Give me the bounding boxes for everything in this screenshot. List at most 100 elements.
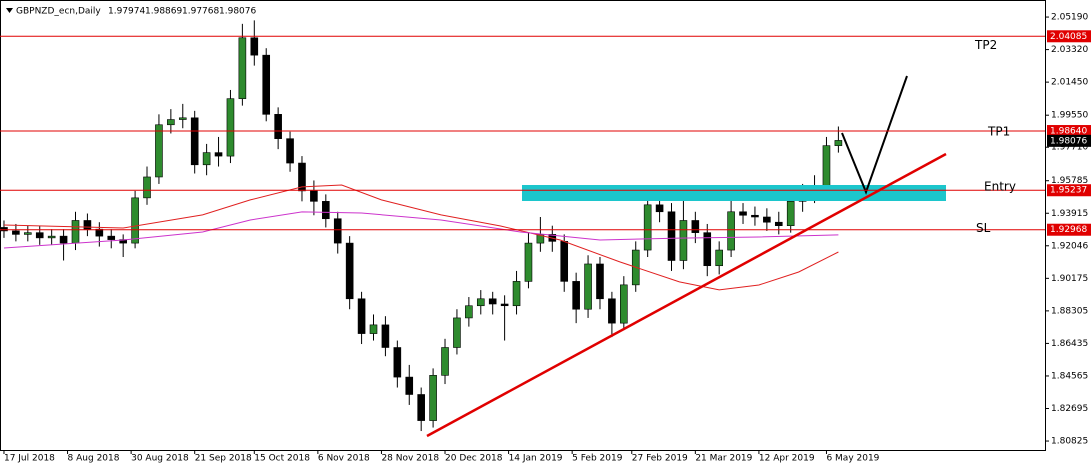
trend-line <box>426 152 947 438</box>
y-tick-label: 1.95785 <box>1051 176 1088 186</box>
candle-body <box>322 201 330 220</box>
level-annotation: TP2 <box>974 38 997 52</box>
candle-body <box>381 324 390 348</box>
candle-body <box>715 249 723 267</box>
candle-body <box>226 98 235 157</box>
candle-body <box>465 305 473 319</box>
candle-body <box>286 138 294 164</box>
candle-body <box>238 37 247 99</box>
candle-body <box>643 204 652 251</box>
current-price-box <box>1047 134 1091 147</box>
projection-arrow <box>841 75 908 195</box>
candle-body <box>679 220 688 261</box>
candle-body <box>202 152 211 166</box>
candle-body <box>59 235 68 244</box>
candle-body <box>822 145 831 186</box>
candle-body <box>453 317 461 348</box>
candle-body <box>774 221 783 226</box>
candle-body <box>214 152 223 157</box>
x-tick-label: 28 Nov 2018 <box>381 454 439 464</box>
quote-low: 1.97768 <box>182 7 219 17</box>
candle-body <box>608 298 616 324</box>
candle-body <box>310 190 318 202</box>
candle-body <box>763 216 771 223</box>
moving-average <box>3 184 839 291</box>
plot-frame <box>0 0 1046 451</box>
level-price-box <box>1047 223 1091 236</box>
candle-body <box>83 220 92 230</box>
y-tick-label: 1.92046 <box>1051 241 1088 251</box>
candle-body <box>751 214 759 218</box>
y-tick-label: 2.05190 <box>1051 13 1088 23</box>
level-price-box <box>1047 184 1091 197</box>
candle-body <box>441 347 449 376</box>
y-tick-label: 2.01450 <box>1051 78 1088 88</box>
candle-body <box>107 235 116 240</box>
candle-body <box>691 220 700 233</box>
symbol-title: GBPNZD_ecn,Daily <box>16 7 101 17</box>
entry-zone <box>522 185 946 201</box>
x-tick-label: 15 Oct 2018 <box>254 454 310 464</box>
x-tick-label: 6 May 2019 <box>826 454 879 464</box>
candle-body <box>0 227 8 232</box>
candle-body <box>620 284 628 324</box>
y-tick-label: 1.80825 <box>1051 437 1088 447</box>
level-annotation: TP1 <box>987 125 1010 139</box>
candle-body <box>667 211 676 261</box>
candle-body <box>417 394 425 421</box>
candle-body <box>71 220 80 244</box>
header-icon <box>6 8 13 13</box>
y-tick-label: 1.84565 <box>1051 371 1088 381</box>
candle-body <box>560 241 569 282</box>
x-tick-label: 30 Aug 2018 <box>131 454 189 464</box>
x-tick-label: 14 Jan 2019 <box>509 454 563 464</box>
candle-body <box>834 140 843 146</box>
y-tick-label: 1.90175 <box>1051 274 1088 284</box>
level-annotation: SL <box>976 221 991 235</box>
candle-body <box>596 263 604 300</box>
level-price-label: 1.95237 <box>1050 186 1087 196</box>
candle-body <box>572 281 580 310</box>
candle-body <box>47 235 56 239</box>
level-price-box <box>1047 30 1091 43</box>
x-tick-label: 21 Mar 2019 <box>695 454 752 464</box>
candle-body <box>727 211 735 251</box>
level-price-label: 2.04085 <box>1050 32 1087 42</box>
y-tick-label: 1.82695 <box>1051 404 1088 414</box>
candle-body <box>786 201 795 226</box>
current-price-label: 1.98076 <box>1050 136 1087 146</box>
candle-body <box>155 124 163 178</box>
x-tick-label: 20 Dec 2018 <box>445 454 503 464</box>
candle-body <box>488 298 497 305</box>
header: GBPNZD_ecn,Daily 1.97974 1.98869 1.97768… <box>16 7 256 17</box>
candle-body <box>24 232 32 235</box>
x-tick-label: 6 Nov 2018 <box>318 454 370 464</box>
quote-open: 1.97974 <box>108 7 145 17</box>
candle-body <box>250 37 259 56</box>
y-tick-label: 2.03320 <box>1051 45 1088 55</box>
y-tick-label: 1.93915 <box>1051 209 1088 219</box>
candle-body <box>369 324 378 334</box>
candle-body <box>405 376 414 395</box>
candle-body <box>131 197 139 244</box>
candle-body <box>393 347 402 378</box>
moving-average <box>3 211 839 249</box>
x-tick-label: 17 Jul 2018 <box>4 454 55 464</box>
candle-body <box>500 303 509 307</box>
candle-body <box>739 211 747 216</box>
x-tick-label: 21 Sep 2018 <box>195 454 252 464</box>
y-tick-label: 1.97710 <box>1051 143 1088 153</box>
level-annotation: Entry <box>984 180 1016 194</box>
x-tick-label: 12 Apr 2019 <box>759 454 815 464</box>
y-tick-label: 1.88305 <box>1051 306 1088 316</box>
candle-body <box>262 54 271 115</box>
quote-close: 1.98076 <box>219 7 256 17</box>
candle-body <box>429 375 437 421</box>
candle-body <box>274 114 282 139</box>
x-tick-label: 5 Feb 2019 <box>572 454 623 464</box>
candle-body <box>143 176 151 199</box>
x-tick-label: 27 Feb 2019 <box>632 454 688 464</box>
y-tick-label: 1.99550 <box>1051 111 1088 121</box>
candle-body <box>35 232 44 239</box>
